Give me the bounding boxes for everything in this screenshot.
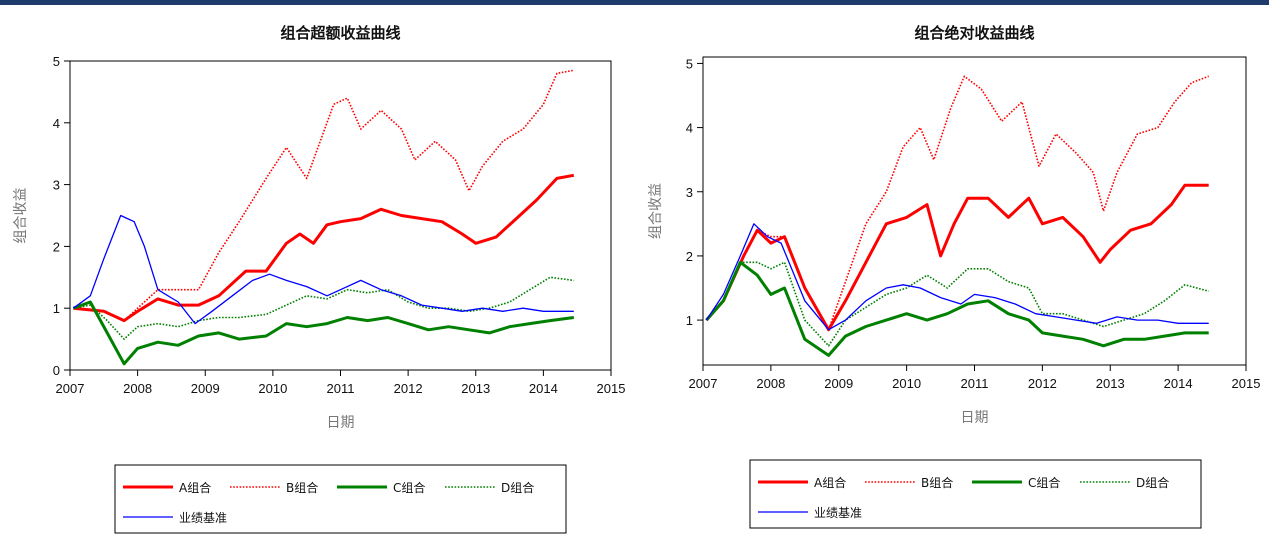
x-axis-label: 日期 <box>961 410 989 426</box>
x-tick-label: 2009 <box>824 376 853 391</box>
x-tick-label: 2007 <box>56 381 85 396</box>
x-axis-label: 日期 <box>327 415 355 431</box>
x-tick-label: 2007 <box>689 376 718 391</box>
legend-label-4: 业绩基准 <box>179 511 227 525</box>
series-line-0 <box>73 173 575 323</box>
x-tick-label: 2009 <box>191 381 220 396</box>
x-tick-label: 2014 <box>529 381 558 396</box>
x-tick-label: 2013 <box>461 381 490 396</box>
x-tick-label: 2008 <box>756 376 785 391</box>
x-tick-label: 2015 <box>597 381 626 396</box>
series-line-4 <box>705 223 1209 331</box>
top-bar <box>0 0 1269 5</box>
legend-label-1: B组合 <box>921 475 953 490</box>
y-tick-label: 2 <box>686 249 693 264</box>
legend-label-2: C组合 <box>1028 475 1060 490</box>
x-tick-label: 2010 <box>258 381 287 396</box>
y-tick-label: 5 <box>53 54 60 69</box>
series-line-2 <box>705 260 1209 357</box>
y-axis-label: 组合收益 <box>648 183 664 239</box>
x-tick-label: 2012 <box>394 381 423 396</box>
series-line-2 <box>72 300 574 366</box>
legend-box <box>749 459 1202 529</box>
y-tick-label: 4 <box>53 116 60 131</box>
legend-label-0: A组合 <box>814 475 846 490</box>
legend-label-1: B组合 <box>286 480 318 495</box>
legend-label-3: D组合 <box>501 480 534 495</box>
x-tick-label: 2012 <box>1028 376 1057 391</box>
legend-label-4: 业绩基准 <box>814 506 862 520</box>
legend-box <box>114 464 567 534</box>
x-tick-label: 2010 <box>892 376 921 391</box>
y-tick-label: 3 <box>53 178 60 193</box>
x-tick-label: 2015 <box>1232 376 1261 391</box>
legend-label-2: C组合 <box>393 480 425 495</box>
x-tick-label: 2011 <box>961 376 989 391</box>
y-tick-label: 3 <box>686 185 693 200</box>
y-axis-label: 组合收益 <box>13 188 29 244</box>
chart-title: 组合超额收益曲线 <box>280 24 400 42</box>
legend-label-3: D组合 <box>1136 475 1169 490</box>
y-tick-label: 0 <box>53 363 60 378</box>
chart-title: 组合绝对收益曲线 <box>914 24 1034 42</box>
legend-label-0: A组合 <box>179 480 211 495</box>
y-tick-label: 1 <box>686 313 693 328</box>
series-line-4 <box>73 214 574 325</box>
series-line-3 <box>705 261 1209 347</box>
x-tick-label: 2014 <box>1164 376 1193 391</box>
series-line-1 <box>73 69 574 322</box>
absolute-return-chart: 组合绝对收益曲线 2007 2008 2009 2010 2011 2012 2013 2014… <box>648 24 1261 529</box>
x-tick-label: 2011 <box>327 381 355 396</box>
series-line-0 <box>705 183 1209 332</box>
x-tick-label: 2013 <box>1096 376 1125 391</box>
y-tick-label: 4 <box>686 121 693 136</box>
y-tick-label: 2 <box>53 239 60 254</box>
y-tick-label: 1 <box>53 301 60 316</box>
x-tick-label: 2008 <box>123 381 152 396</box>
y-tick-label: 5 <box>686 56 693 71</box>
series-line-1 <box>705 75 1209 331</box>
